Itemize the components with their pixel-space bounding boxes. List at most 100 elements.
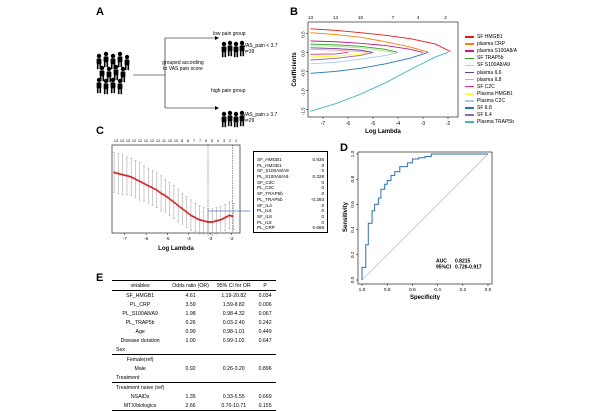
legend-swatch: [465, 36, 474, 38]
top-tick-label: 13: [126, 139, 130, 143]
coef-row: SF_HMGB1 0.936: [254, 157, 327, 163]
table-cell: [168, 373, 213, 383]
legend-label: plasma S100A8/A: [477, 48, 518, 55]
top-tick-label: 12: [150, 139, 154, 143]
table-row: PL_TRAP5b 0.26 0.03-2.40 0.242: [112, 318, 276, 327]
top-tick-label: 7: [199, 139, 201, 143]
top-tick-label: 4: [217, 139, 219, 143]
coef-row: SF_TRAP5b 0: [254, 191, 327, 197]
column-header: viriables: [112, 280, 169, 291]
column-header: P: [254, 280, 276, 291]
cv-point: [184, 210, 187, 212]
legend-swatch: [465, 64, 474, 67]
top-tick-label: 5: [211, 139, 213, 143]
coef-value: 0: [321, 208, 324, 214]
coef-name: PL_CRP: [257, 225, 275, 231]
table-cell: 0.155: [254, 401, 276, 411]
top-tick-label: 1: [235, 139, 237, 143]
cv-point: [167, 196, 170, 199]
panel-label-d: D: [340, 142, 348, 154]
table-cell: [254, 345, 276, 355]
y-axis-label: Sensitivity: [343, 201, 349, 232]
cv-point: [187, 212, 190, 215]
legend-entry: plasma S100A8/A: [465, 48, 517, 54]
high-pain-group-icon: [221, 110, 245, 128]
table-cell: Male: [134, 365, 146, 372]
top-tick-label: 3: [223, 139, 225, 143]
series-line: [310, 45, 394, 53]
cv-point: [157, 190, 160, 193]
series-line: [310, 43, 399, 53]
table-cell: Treatment naive (ref): [116, 384, 165, 391]
table-cell: PL_TRAP5b: [125, 319, 155, 326]
coef-name: PL_HMGB1: [257, 162, 282, 168]
top-tick-label: 10: [168, 139, 172, 143]
series-line: [310, 51, 349, 55]
top-tick-label: 2: [444, 15, 447, 20]
cv-point: [182, 208, 185, 211]
top-tick-label: 12: [156, 139, 160, 143]
x-axis-label: Log Lambda: [158, 246, 194, 252]
top-tick-label: 8: [181, 139, 183, 143]
legend-entry: Plasma TRAP5b: [465, 119, 514, 125]
table-cell: Sex: [112, 345, 169, 355]
x-tick-label: -5: [165, 236, 169, 241]
table-cell: Female(ref): [126, 356, 154, 363]
coef-row: PL_TRAP5b -0.393: [254, 197, 327, 203]
table-cell: [213, 355, 255, 365]
x-tick-label: -5: [371, 121, 376, 127]
low-n-label: n=39: [243, 49, 255, 55]
series-line: [310, 28, 451, 53]
table-cell: 0.449: [258, 328, 272, 335]
coef-row: PL_IL6 0: [254, 208, 327, 214]
legend-entry: SF IL4: [465, 112, 492, 118]
table-cell: 0.242: [258, 319, 272, 326]
cv-point: [172, 201, 175, 204]
coef-row: SF_IL8 0: [254, 214, 327, 220]
plot-frame: [111, 144, 241, 234]
table-cell: [212, 345, 255, 355]
roc-curve: [361, 153, 488, 280]
reference-diagonal: [361, 153, 489, 281]
legend-swatch: [465, 50, 474, 52]
cv-point: [207, 221, 209, 223]
table-row: MTX/biologics 2.66 0.70-10.71 0.155: [112, 401, 276, 411]
table-cell: 1.19-20.82: [221, 292, 247, 299]
table-cell: [213, 383, 255, 393]
table-row: NSAIDs 1.35 0.33-5.55 0.669: [112, 392, 276, 401]
top-tick-label: 10: [358, 15, 364, 20]
table-cell: 0.647: [258, 337, 272, 344]
legend-entry: SF C2C: [465, 84, 495, 90]
cv-point: [209, 221, 212, 223]
coef-name: PL_C2C: [257, 185, 275, 191]
plot-frame: [307, 21, 459, 118]
legend-label: SF C2C: [477, 83, 495, 90]
high-vas-label: VAS_pain ≥ 3.7: [243, 112, 278, 118]
high-n-label: n=29: [243, 118, 255, 124]
table-cell: 0.33-5.55: [222, 393, 245, 400]
coef-name: SF_C2C: [257, 179, 275, 185]
y-tick-label: 0.4: [350, 226, 356, 233]
cv-point: [175, 203, 178, 206]
top-tick-label: 4: [417, 15, 420, 20]
table-cell: 0.70-10.71: [212, 401, 255, 411]
cv-point: [177, 204, 180, 207]
auc-value: 0.8215: [455, 258, 471, 264]
legend-swatch: [465, 100, 474, 102]
legend-entry: SF IL8: [465, 105, 492, 111]
grouping-text-2: to VAS pain score: [163, 66, 203, 72]
y-tick-label: 0.8: [350, 176, 356, 183]
coef-name: SF_S100A8/A9: [257, 168, 289, 174]
table-cell: [168, 355, 213, 365]
x-axis-label: Specificity: [410, 295, 441, 300]
table-cell: 0.896: [258, 365, 272, 372]
legend-entry: Plasma HMGB1: [465, 91, 513, 97]
x-axis-label: Log Lambda: [365, 129, 401, 135]
table-cell: PL_CRP: [130, 301, 151, 308]
table-cell: [255, 355, 276, 365]
series-line: [310, 51, 449, 112]
series-line: [310, 47, 374, 53]
coef-name: PL_IL6: [257, 208, 272, 214]
legend-entry: Plasma C2C: [465, 98, 505, 104]
legend-swatch: [465, 93, 474, 95]
